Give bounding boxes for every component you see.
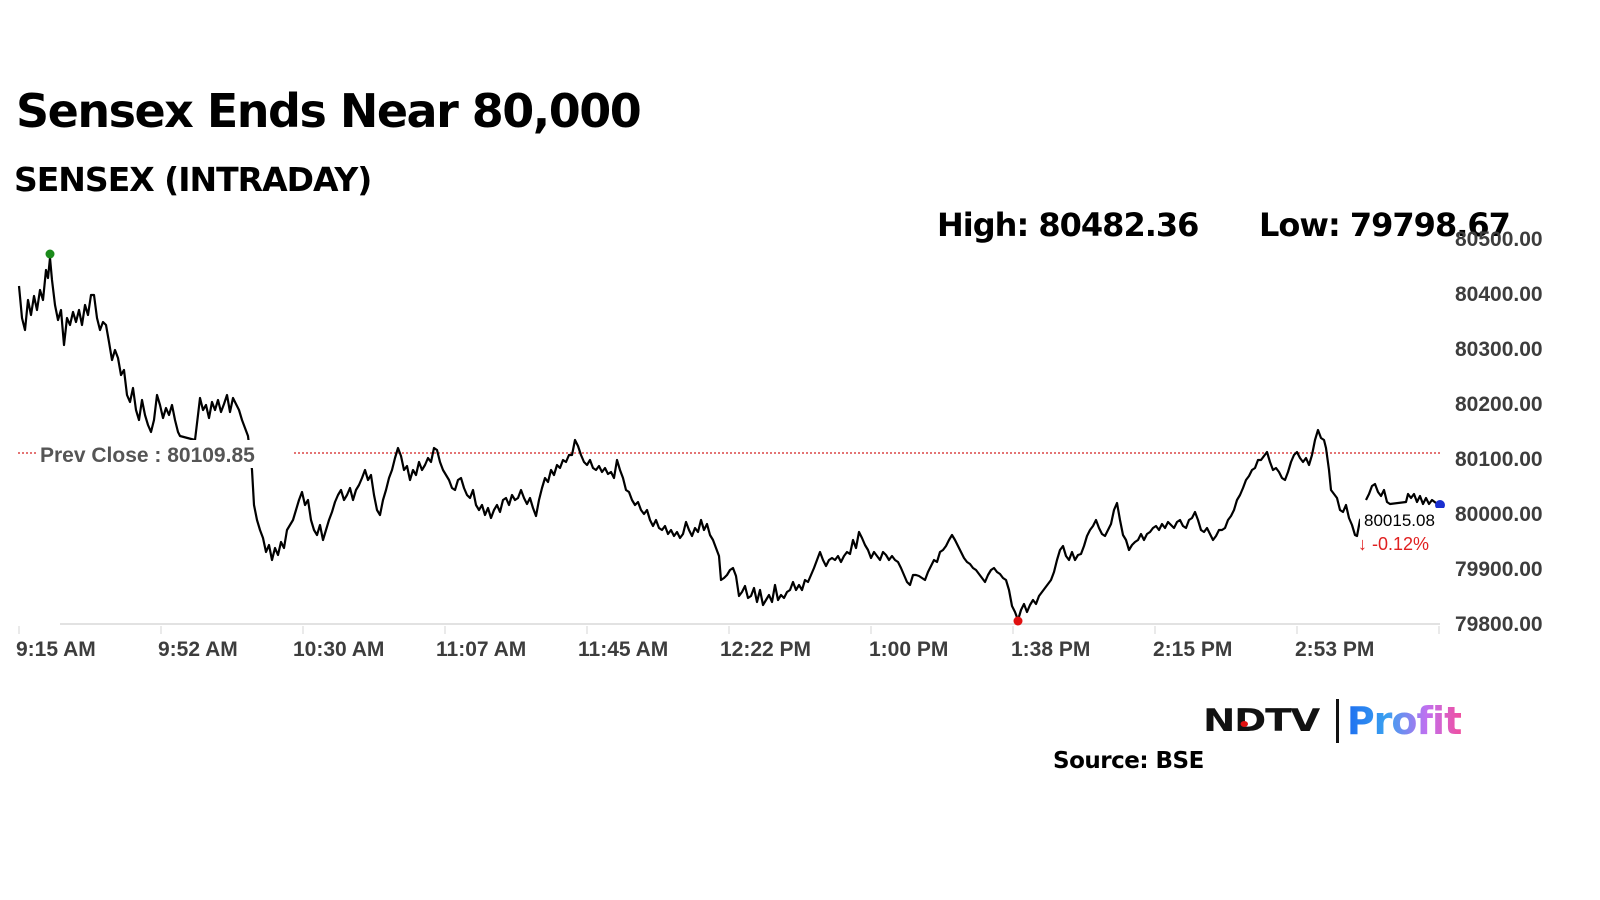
x-axis: 9:15 AM 9:52 AM 10:30 AM 11:07 AM 11:45 … <box>16 623 1440 661</box>
y-tick: 80200.00 <box>1455 393 1543 416</box>
y-tick: 80300.00 <box>1455 338 1543 361</box>
x-tick: 2:53 PM <box>1295 638 1374 661</box>
x-tick: 11:45 AM <box>578 638 668 661</box>
x-tick: 2:15 PM <box>1153 638 1232 661</box>
ndtv-text: NDTV <box>1203 703 1320 739</box>
prev-close-label: Prev Close : 80109.85 <box>40 444 255 467</box>
source-note: Source: BSE <box>1053 748 1204 774</box>
ndtv-red-dot-icon <box>1240 721 1248 727</box>
x-tick: 12:22 PM <box>720 638 811 661</box>
chart-title: Sensex Ends Near 80,000 <box>16 84 642 138</box>
high-value-label: High: 80482.36 <box>937 206 1199 244</box>
high-marker <box>45 249 55 259</box>
last-change-label: ↓ -0.12% <box>1358 534 1429 554</box>
y-tick: 80500.00 <box>1455 228 1543 251</box>
ndtv-wordmark: NDTV <box>1203 703 1320 739</box>
y-tick: 79800.00 <box>1455 613 1543 636</box>
price-line <box>17 256 1364 622</box>
chart-subtitle: SENSEX (INTRADAY) <box>14 160 372 199</box>
y-tick: 79900.00 <box>1455 558 1543 581</box>
low-value-label: Low: 79798.67 <box>1259 206 1511 244</box>
x-tick: 9:52 AM <box>158 638 238 661</box>
y-tick: 80400.00 <box>1455 283 1543 306</box>
last-value-bg <box>1360 508 1444 554</box>
x-tick: 1:00 PM <box>869 638 948 661</box>
low-marker <box>1013 616 1023 626</box>
last-value-marker <box>1435 500 1445 510</box>
y-tick: 80100.00 <box>1455 448 1543 471</box>
y-tick: 80000.00 <box>1455 503 1543 526</box>
logo-divider <box>1335 699 1339 743</box>
x-tick: 1:38 PM <box>1011 638 1090 661</box>
x-tick: 10:30 AM <box>293 638 384 661</box>
prev-close-label-bg <box>36 440 292 468</box>
profit-wordmark: Profit <box>1346 699 1462 743</box>
price-line-tail <box>1365 482 1441 506</box>
x-tick: 11:07 AM <box>436 638 526 661</box>
last-value-label: 80015.08 <box>1364 511 1435 530</box>
y-axis: 80500.00 80400.00 80300.00 80200.00 8010… <box>1455 228 1543 636</box>
x-tick: 9:15 AM <box>16 638 96 661</box>
ndtv-profit-logo: NDTV Profit <box>1203 698 1462 744</box>
